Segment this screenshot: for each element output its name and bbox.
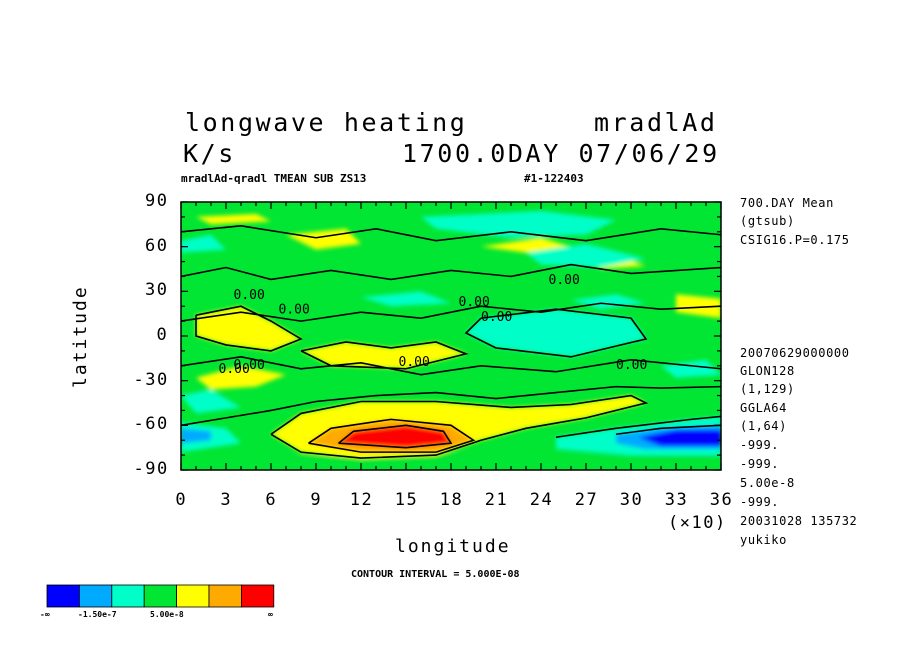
x-tick-label: 3 — [220, 490, 233, 510]
y-tick-label: -90 — [133, 459, 169, 479]
chart-title: longwave heating — [185, 108, 468, 137]
x-tick-label: 21 — [484, 490, 509, 510]
x-axis-label: longitude — [395, 536, 511, 557]
contour-label: 0.00 — [399, 355, 430, 370]
info-line: 20070629000000 — [740, 346, 850, 360]
info-line: 5.00e-8 — [740, 476, 795, 490]
info-line: CSIG16.P=0.175 — [740, 233, 850, 247]
x-tick-label: 15 — [394, 490, 419, 510]
info-line: 700.DAY Mean — [740, 196, 834, 210]
x-tick-label: 27 — [574, 490, 599, 510]
contour-label: 0.00 — [234, 358, 265, 373]
colorbar-label: 5.00e-8 — [150, 610, 184, 619]
contour-label: 0.00 — [616, 358, 647, 373]
heatmap-field — [181, 202, 721, 470]
info-line: (gtsub) — [740, 214, 795, 228]
info-line: -999. — [740, 457, 780, 471]
contour-label: 0.00 — [459, 295, 490, 310]
y-tick-label: -30 — [133, 369, 169, 390]
contour-label: 0.00 — [279, 303, 310, 318]
x-tick-label: 33 — [664, 490, 689, 510]
colorbar-label: ∞ — [268, 610, 273, 619]
x-tick-label: 24 — [529, 490, 554, 510]
y-tick-label: 30 — [145, 280, 169, 301]
variable-name: mradlAd — [594, 108, 718, 137]
time-label: 1700.0DAY 07/06/29 — [402, 139, 720, 168]
colorbar-label: -1.50e-7 — [78, 610, 117, 619]
y-axis-label: latitude — [70, 285, 91, 388]
x-tick-label: 12 — [349, 490, 374, 510]
info-line: GGLA64 — [740, 401, 787, 415]
x-scale-note: (×10) — [668, 513, 727, 533]
contour-label: 0.00 — [219, 362, 250, 377]
y-tick-label: -60 — [133, 414, 169, 435]
x-tick-label: 36 — [709, 490, 734, 510]
x-tick-label: 18 — [439, 490, 464, 510]
contour-label: 0.00 — [549, 273, 580, 288]
subtitle-id: #1-122403 — [524, 172, 584, 185]
x-tick-label: 6 — [265, 490, 278, 510]
info-line: 20031028 135732 — [740, 514, 858, 528]
info-line: (1,129) — [740, 382, 795, 396]
info-line: yukiko — [740, 533, 787, 547]
contour-label: 0.00 — [481, 310, 512, 325]
contour-label: 0.00 — [234, 288, 265, 303]
x-tick-label: 30 — [619, 490, 644, 510]
info-line: (1,64) — [740, 419, 787, 433]
colorbar-label: -∞ — [40, 610, 50, 619]
y-tick-label: 0 — [156, 325, 169, 345]
info-line: GLON128 — [740, 364, 795, 378]
units-label: K/s — [183, 139, 236, 168]
info-line: -999. — [740, 495, 780, 509]
x-tick-label: 9 — [310, 490, 323, 510]
x-tick-label: 0 — [175, 490, 188, 510]
info-line: -999. — [740, 438, 780, 452]
y-tick-label: 60 — [145, 235, 169, 256]
subtitle-expression: mradlAd-qradl TMEAN SUB ZS13 — [181, 172, 367, 185]
y-tick-label: 90 — [145, 191, 169, 211]
contour-interval-label: CONTOUR INTERVAL = 5.000E-08 — [351, 569, 520, 580]
